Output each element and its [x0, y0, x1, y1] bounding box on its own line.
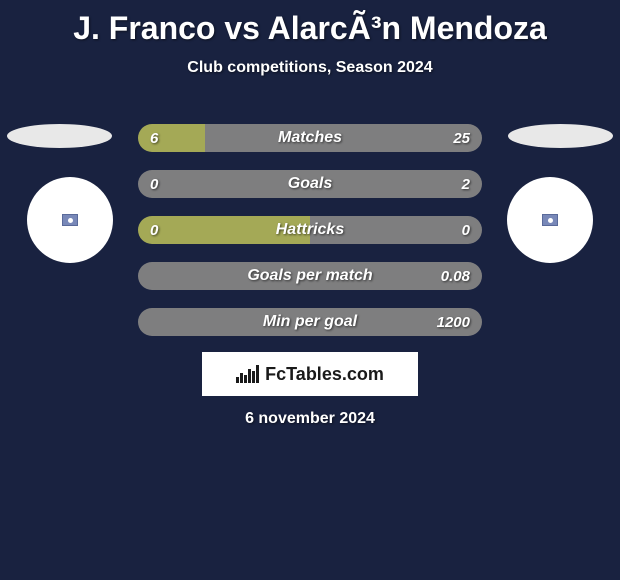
player-left-oval [7, 124, 112, 148]
player-left-circle [27, 177, 113, 263]
bar-label: Goals [138, 170, 482, 198]
logo-text: FcTables.com [265, 364, 384, 385]
logo-chart-icon [236, 365, 259, 383]
comparison-bars: 625Matches 02Goals 00Hattricks 0.08Goals pe… [138, 124, 482, 354]
logo-box: FcTables.com [202, 352, 418, 396]
page-title: J. Franco vs AlarcÃ³n Mendoza [0, 0, 620, 47]
bar-row: 625Matches [138, 124, 482, 152]
flag-icon [542, 214, 558, 226]
bar-label: Matches [138, 124, 482, 152]
date-text: 6 november 2024 [0, 410, 620, 428]
bar-row: 1200Min per goal [138, 308, 482, 336]
bar-label: Hattricks [138, 216, 482, 244]
subtitle: Club competitions, Season 2024 [0, 59, 620, 77]
bar-row: 0.08Goals per match [138, 262, 482, 290]
flag-icon [62, 214, 78, 226]
player-right-oval [508, 124, 613, 148]
bar-label: Min per goal [138, 308, 482, 336]
player-right-circle [507, 177, 593, 263]
bar-row: 00Hattricks [138, 216, 482, 244]
bar-label: Goals per match [138, 262, 482, 290]
bar-row: 02Goals [138, 170, 482, 198]
